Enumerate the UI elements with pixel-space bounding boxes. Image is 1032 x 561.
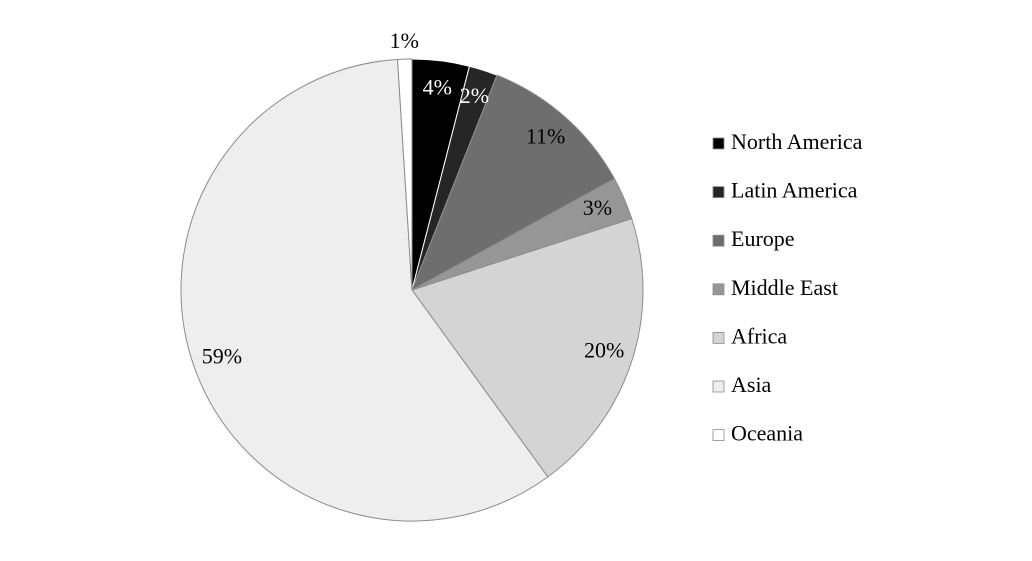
data-label: 20% bbox=[584, 337, 624, 362]
data-label: 1% bbox=[390, 28, 419, 53]
legend-swatch bbox=[712, 331, 725, 344]
legend-label: Latin America bbox=[731, 178, 858, 203]
legend-label: North America bbox=[731, 129, 863, 154]
legend-label: Middle East bbox=[731, 275, 838, 300]
pie-slice bbox=[180, 58, 549, 522]
data-label: 11% bbox=[526, 124, 566, 149]
legend-swatch bbox=[712, 137, 725, 150]
data-label: 2% bbox=[460, 83, 489, 108]
data-label: 4% bbox=[423, 75, 452, 100]
legend-swatch bbox=[712, 380, 725, 393]
legend-label: Asia bbox=[731, 372, 772, 397]
pie-slice bbox=[411, 217, 644, 478]
legend-label: Africa bbox=[731, 323, 787, 348]
legend-label: Oceania bbox=[731, 421, 803, 446]
pie-slice bbox=[411, 74, 616, 292]
legend-swatch bbox=[712, 429, 725, 442]
legend-label: Europe bbox=[731, 226, 795, 251]
data-label: 3% bbox=[583, 195, 612, 220]
legend-swatch bbox=[712, 234, 725, 247]
data-label: 59% bbox=[202, 343, 242, 368]
legend-swatch bbox=[712, 283, 725, 296]
legend-swatch bbox=[712, 186, 725, 199]
pie-slice bbox=[396, 58, 413, 291]
